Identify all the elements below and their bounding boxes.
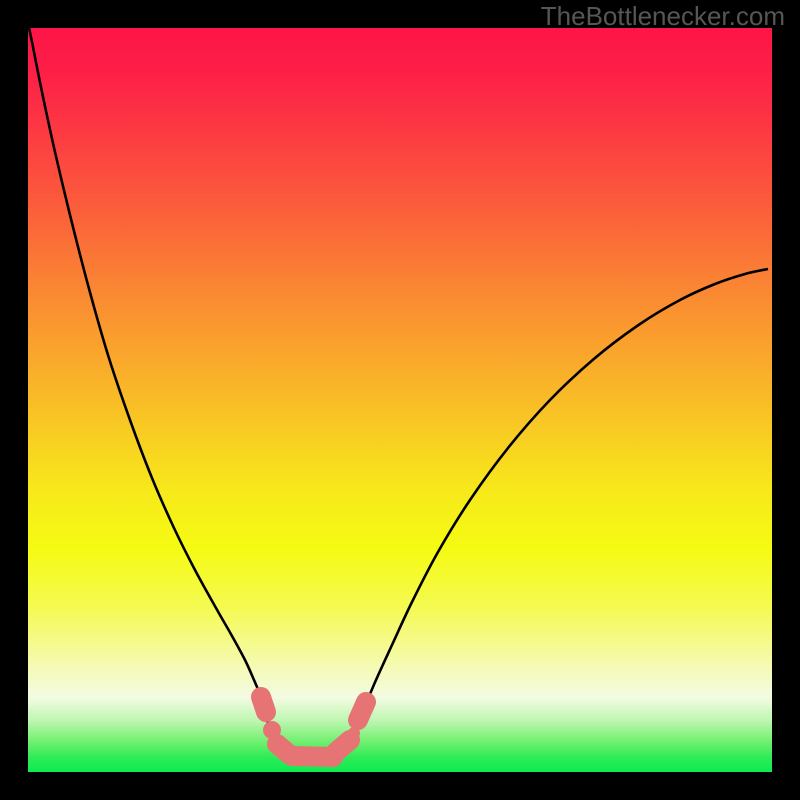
chart-canvas: TheBottlenecker.com bbox=[0, 0, 800, 800]
bottleneck-curve-chart bbox=[0, 0, 800, 800]
curve-marker bbox=[348, 727, 360, 739]
curve-marker bbox=[292, 756, 333, 757]
curve-marker bbox=[358, 702, 366, 720]
watermark-text: TheBottlenecker.com bbox=[541, 1, 785, 32]
curve-marker bbox=[261, 697, 266, 712]
curve-marker bbox=[336, 740, 350, 752]
chart-background bbox=[28, 28, 772, 772]
